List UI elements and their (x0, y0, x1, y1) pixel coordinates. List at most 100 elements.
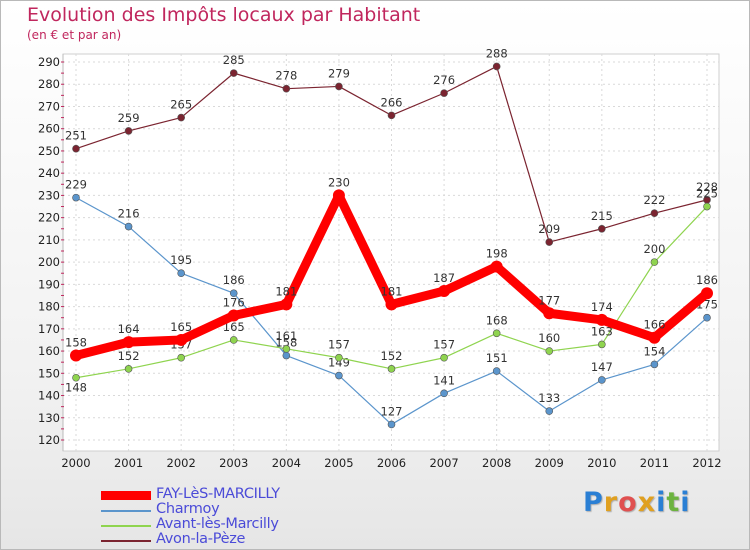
data-label: 186 (223, 273, 245, 287)
data-label: 152 (381, 349, 403, 363)
data-point (387, 111, 396, 120)
data-label: 165 (170, 320, 192, 334)
data-label: 176 (223, 295, 245, 309)
data-label: 200 (643, 242, 665, 256)
data-point (701, 287, 713, 300)
data-label: 209 (538, 222, 560, 236)
y-tick-label: 200 (38, 255, 60, 269)
y-tick-label: 260 (38, 122, 60, 136)
data-label: 166 (643, 318, 665, 332)
x-tick-label: 2005 (324, 456, 353, 470)
data-point (335, 82, 343, 91)
y-tick-label: 240 (38, 166, 60, 180)
data-label: 198 (486, 247, 508, 261)
data-point (440, 389, 448, 398)
x-tick-label: 2002 (167, 456, 196, 470)
data-label: 285 (223, 53, 245, 67)
data-label: 181 (275, 284, 297, 298)
y-tick-label: 270 (38, 99, 60, 113)
data-label: 157 (328, 338, 350, 352)
logo-letter: x (637, 487, 657, 518)
data-label: 266 (381, 95, 403, 109)
data-label: 216 (118, 207, 140, 221)
data-label: 225 (696, 187, 718, 201)
data-point (175, 333, 188, 346)
y-tick-label: 170 (38, 322, 60, 336)
logo-letter: i (680, 487, 691, 518)
data-label: 168 (486, 313, 508, 327)
data-point (72, 373, 80, 382)
data-label: 165 (223, 320, 245, 334)
data-label: 160 (538, 331, 560, 345)
data-label: 265 (170, 98, 192, 112)
data-label: 158 (275, 336, 297, 350)
logo-letter: P (583, 487, 604, 518)
data-label: 158 (65, 336, 87, 350)
y-tick-label: 290 (38, 55, 60, 69)
data-point (492, 62, 501, 71)
data-point (227, 309, 240, 322)
data-point (282, 351, 291, 360)
data-point (229, 289, 238, 298)
y-tick-label: 190 (38, 277, 60, 291)
y-tick-label: 230 (38, 188, 60, 202)
data-point (440, 353, 448, 362)
data-point (492, 329, 501, 338)
data-point (545, 238, 554, 246)
y-tick-label: 120 (38, 433, 60, 447)
data-point (177, 113, 185, 122)
x-tick-label: 2008 (482, 456, 511, 470)
data-label: 228 (696, 180, 718, 194)
data-label: 157 (433, 338, 455, 352)
data-point (335, 371, 343, 380)
data-point (387, 365, 396, 373)
chart-title: Evolution des Impôts locaux par Habitant (27, 4, 421, 26)
data-point (545, 407, 554, 415)
legend-swatch (101, 525, 151, 527)
data-label: 163 (591, 324, 613, 338)
legend-swatch (101, 540, 151, 542)
data-label: 187 (433, 271, 455, 285)
y-tick-label: 150 (38, 366, 60, 380)
data-label: 222 (643, 193, 665, 207)
x-tick-label: 2001 (114, 456, 143, 470)
x-tick-label: 2009 (535, 456, 564, 470)
x-tick-label: 2011 (640, 456, 669, 470)
data-label: 161 (275, 329, 297, 343)
data-point (229, 336, 238, 344)
x-tick-label: 2000 (61, 456, 90, 470)
data-label: 133 (538, 391, 560, 405)
x-tick-label: 2003 (219, 456, 248, 470)
data-point (703, 202, 711, 211)
x-tick-label: 2012 (692, 456, 721, 470)
data-point (70, 349, 82, 362)
data-label: 127 (381, 404, 403, 418)
data-point (598, 340, 606, 349)
legend-label: Avant-lès-Marcilly (156, 516, 279, 532)
data-label: 154 (643, 344, 665, 358)
data-point (387, 420, 396, 429)
y-tick-label: 140 (38, 389, 60, 403)
data-point (72, 144, 80, 153)
data-point (72, 193, 80, 202)
data-point (282, 84, 291, 93)
data-label: 230 (328, 175, 350, 189)
data-label: 278 (275, 69, 297, 83)
data-point (332, 189, 345, 202)
data-point (229, 69, 238, 77)
data-point (385, 298, 398, 311)
data-point (124, 222, 133, 231)
y-tick-label: 250 (38, 144, 60, 158)
data-point (124, 127, 133, 135)
logo-letter: r (603, 487, 619, 518)
data-label: 177 (538, 293, 560, 307)
data-label: 152 (118, 349, 140, 363)
data-point (280, 298, 293, 311)
data-label: 148 (65, 381, 87, 395)
data-label: 279 (328, 66, 350, 80)
y-tick-label: 220 (38, 211, 60, 225)
legend-swatch (101, 510, 151, 512)
data-label: 288 (486, 46, 508, 60)
data-point (703, 313, 711, 322)
